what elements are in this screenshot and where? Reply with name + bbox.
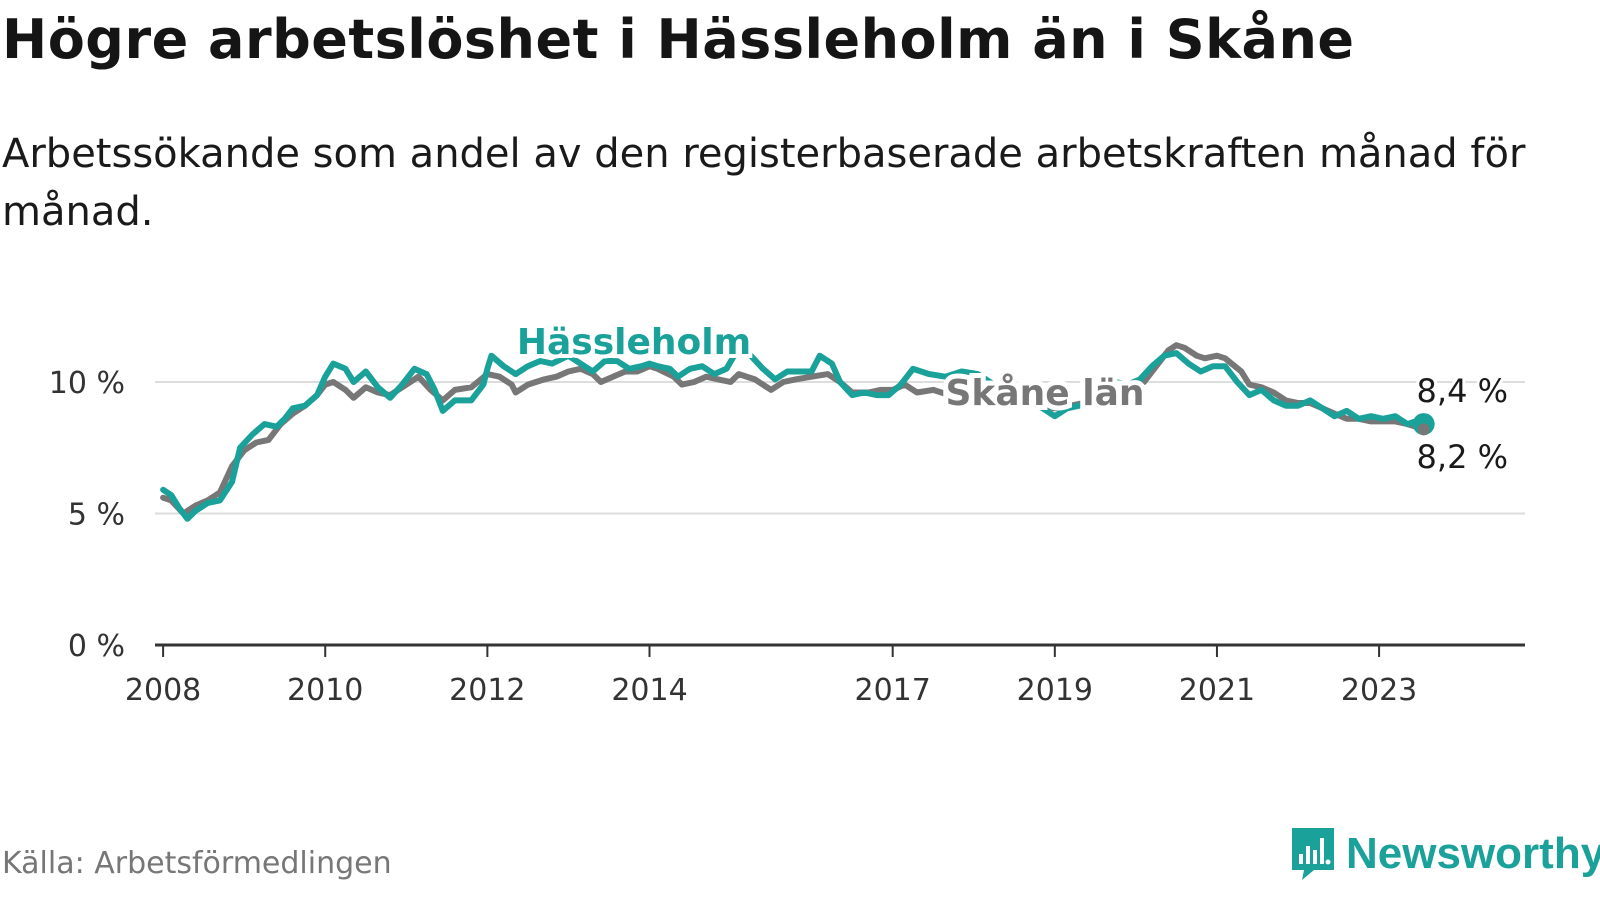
x-tick-label: 2008 (125, 673, 201, 708)
brand-logo: Newsworthy (1290, 826, 1600, 882)
end-value-hassleholm: 8,4 % (1417, 372, 1508, 410)
x-axis-ticks: 2008 2010 2012 2014 2017 2019 2021 2023 (125, 645, 1417, 708)
series-lines (160, 342, 1435, 522)
series-labels: Hässleholm Skåne län 8,4 % 8,2 % (513, 318, 1511, 479)
x-tick-label: 2012 (449, 673, 525, 708)
y-tick-label: 5 % (68, 498, 125, 533)
series-line-skane-lan (160, 342, 1427, 517)
brand-name: Newsworthy (1346, 829, 1600, 878)
source-note: Källa: Arbetsförmedlingen (2, 846, 392, 881)
y-tick-label: 10 % (49, 366, 125, 401)
series-label-skane: Skåne län (945, 373, 1144, 414)
skane-end-dot (1417, 423, 1430, 436)
line-chart: 0 %5 %10 % 2008 2010 2012 2014 2017 2019 2021 2… (48, 318, 1525, 708)
y-tick-label: 0 % (68, 629, 125, 664)
end-value-skane: 8,2 % (1417, 438, 1508, 476)
x-tick-label: 2017 (855, 673, 931, 708)
chart-title: Högre arbetslöshet i Hässleholm än i Skå… (2, 8, 1355, 71)
x-tick-label: 2021 (1179, 673, 1255, 708)
series-label-hassleholm: Hässleholm (517, 322, 751, 363)
x-tick-label: 2014 (611, 673, 687, 708)
x-tick-label: 2019 (1017, 673, 1093, 708)
chart-subtitle: Arbetssökande som andel av den registerb… (2, 131, 1526, 235)
series-line-hassleholm (160, 344, 1427, 522)
x-tick-label: 2023 (1341, 673, 1417, 708)
grid-lines (155, 381, 1525, 647)
y-axis-ticks: 0 % 5 % 10 % (49, 366, 125, 664)
newsworthy-icon (1292, 828, 1334, 880)
x-tick-label: 2010 (287, 673, 363, 708)
